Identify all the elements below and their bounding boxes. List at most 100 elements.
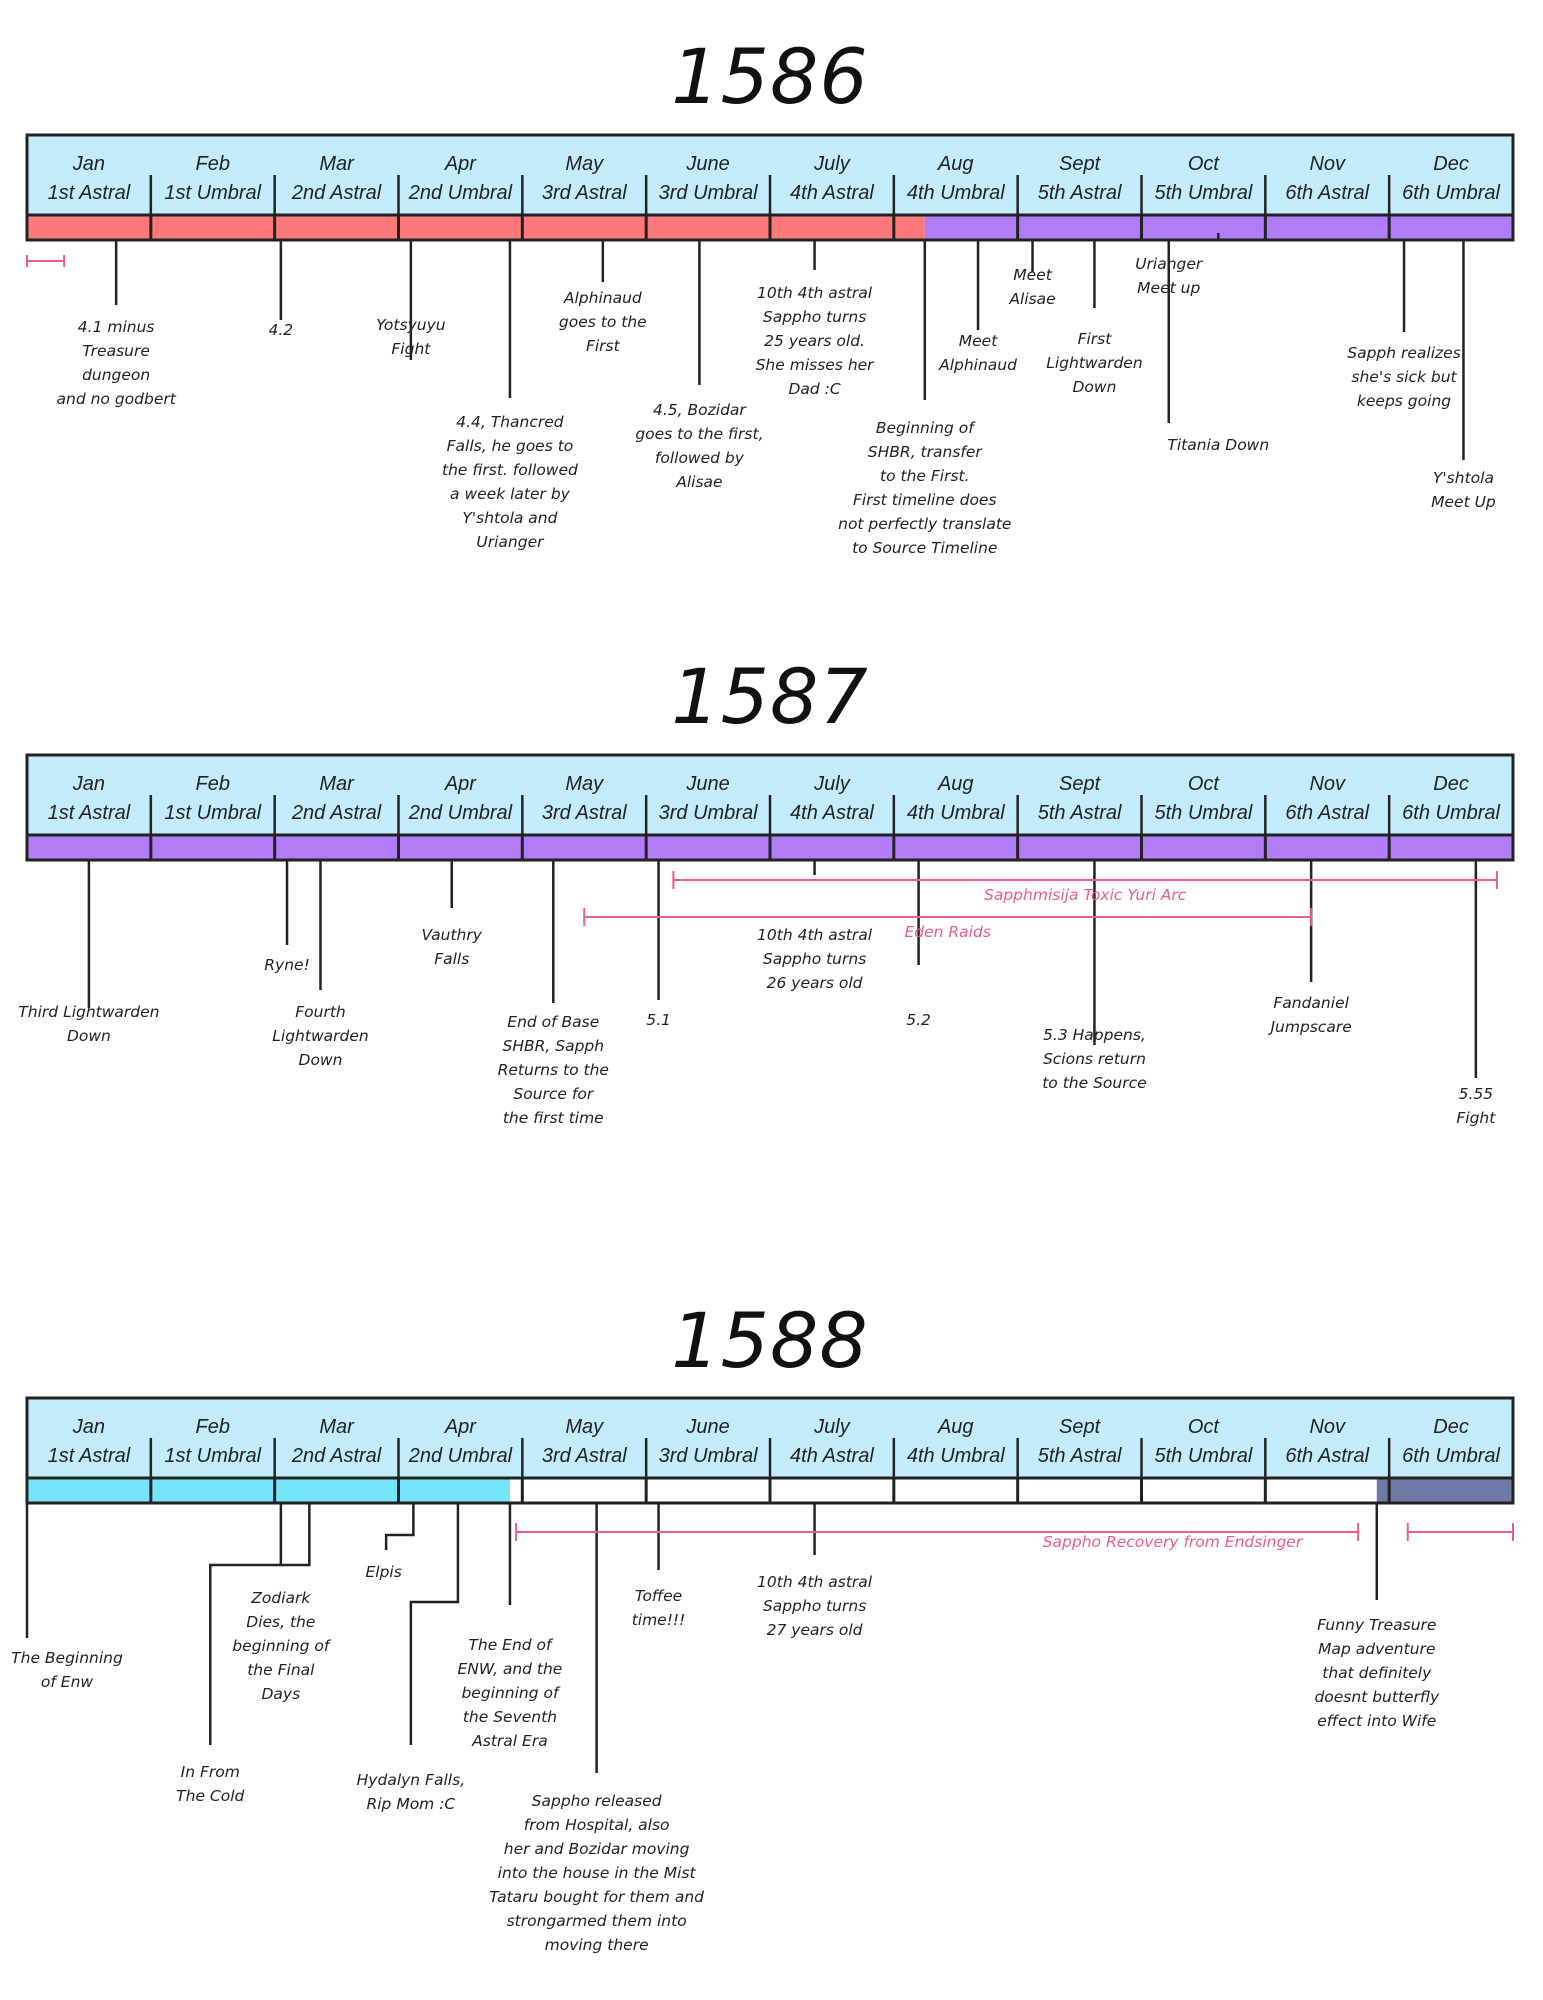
event-label: doesnt butterfly	[1314, 1688, 1440, 1706]
month-label: Nov	[1309, 773, 1346, 795]
era-label: 1st Umbral	[164, 1445, 261, 1467]
event-label: Fandaniel	[1273, 994, 1349, 1012]
month-label: Feb	[196, 1416, 230, 1438]
event-label: beginning of	[461, 1684, 561, 1702]
event-label: Meet	[959, 332, 998, 350]
event-label: Meet	[1013, 266, 1052, 284]
event-label: Jumpscare	[1267, 1018, 1351, 1036]
event-label: that definitely	[1322, 1664, 1432, 1682]
event-label: Dad :C	[788, 380, 840, 398]
event-connector	[384, 1503, 415, 1550]
event-label: First	[586, 337, 621, 355]
event-label: keeps going	[1357, 392, 1451, 410]
event-label: The Cold	[176, 1787, 244, 1805]
era-label: 1st Astral	[48, 182, 131, 204]
era-label: 4th Umbral	[907, 802, 1005, 824]
event-label: Lightwarden	[272, 1027, 368, 1045]
event-label: 27 years old	[767, 1621, 863, 1639]
event-label: Falls	[434, 950, 469, 968]
event-label: Down	[1072, 378, 1116, 396]
event-label: and no godbert	[57, 390, 177, 408]
era-label: 4th Astral	[790, 182, 874, 204]
month-label: Aug	[937, 1416, 974, 1438]
era-label: 6th Umbral	[1402, 182, 1500, 204]
event-label: strongarmed them into	[507, 1912, 687, 1930]
event-label: 4.1 minus	[78, 318, 155, 336]
era-label: 5th Umbral	[1155, 182, 1253, 204]
event-label: Dies, the	[246, 1613, 315, 1631]
era-label: 1st Astral	[48, 802, 131, 824]
month-label: Dec	[1433, 153, 1469, 175]
event-label: Sappho turns	[763, 950, 866, 968]
month-label: Oct	[1188, 153, 1221, 175]
event-label: Y'shtola	[1433, 469, 1494, 487]
event-label: Toffee	[635, 1587, 682, 1605]
month-label: Oct	[1188, 1416, 1221, 1438]
event-label: 4.5, Bozidar	[653, 401, 747, 419]
event-label: Down	[67, 1027, 111, 1045]
event-label: Alphinaud	[938, 356, 1017, 374]
event-label: to Source Timeline	[852, 539, 997, 557]
event-label: 10th 4th astral	[757, 1573, 873, 1591]
event-label: Elpis	[365, 1563, 401, 1581]
month-label: Jan	[72, 1416, 105, 1438]
month-label: June	[685, 153, 729, 175]
event-label: Hydalyn Falls,	[357, 1771, 465, 1789]
event-label: Alphinaud	[563, 289, 642, 307]
event-label: 4.4, Thancred	[456, 413, 564, 431]
event-label: First	[1078, 330, 1113, 348]
event-label: not perfectly translate	[838, 515, 1011, 533]
event-label: Days	[262, 1685, 301, 1703]
event-label: 5.3 Happens,	[1043, 1026, 1146, 1044]
event-label: Falls, he goes to	[447, 437, 574, 455]
month-label: July	[813, 1416, 851, 1438]
event-label: First timeline does	[853, 491, 997, 509]
event-label: into the house in the Mist	[498, 1864, 697, 1882]
event-label: 4.2	[269, 321, 294, 339]
month-label: Nov	[1309, 1416, 1346, 1438]
month-label: Oct	[1188, 773, 1221, 795]
year-title: 1587	[671, 652, 868, 741]
event-label: Treasure	[82, 342, 149, 360]
era-label: 2nd Astral	[291, 1445, 382, 1467]
month-label: Jan	[72, 153, 105, 175]
event-label: from Hospital, also	[524, 1816, 670, 1834]
month-label: Jan	[72, 773, 105, 795]
event-label: SHBR, Sapph	[502, 1037, 604, 1055]
event-label: Titania Down	[1167, 436, 1269, 454]
event-label: the first. followed	[442, 461, 578, 479]
month-label: Apr	[444, 773, 477, 795]
month-label: June	[685, 773, 729, 795]
event-label: Alisae	[1008, 290, 1055, 308]
event-label: to the First.	[880, 467, 970, 485]
event-label: Meet up	[1137, 279, 1200, 297]
era-fill-segment	[27, 215, 925, 240]
event-label: In From	[181, 1763, 240, 1781]
event-label: Scions return	[1043, 1050, 1146, 1068]
event-label: followed by	[655, 449, 745, 467]
event-label: beginning of	[232, 1637, 332, 1655]
era-label: 1st Astral	[48, 1445, 131, 1467]
event-label: her and Bozidar moving	[504, 1840, 690, 1858]
month-label: Aug	[937, 773, 974, 795]
era-label: 3rd Astral	[542, 1445, 627, 1467]
era-label: 2nd Umbral	[408, 182, 513, 204]
event-label: 10th 4th astral	[757, 926, 873, 944]
era-label: 5th Astral	[1038, 802, 1122, 824]
era-label: 2nd Umbral	[408, 1445, 513, 1467]
month-label: July	[813, 153, 851, 175]
month-label: Sept	[1059, 773, 1102, 795]
event-label: SHBR, transfer	[868, 443, 984, 461]
event-label: Beginning of	[876, 419, 976, 437]
month-label: Sept	[1059, 1416, 1102, 1438]
era-label: 2nd Astral	[291, 182, 382, 204]
range-label: Eden Raids	[904, 923, 990, 941]
event-label: she's sick but	[1351, 368, 1457, 386]
event-label: Meet Up	[1431, 493, 1496, 511]
month-label: Mar	[319, 153, 355, 175]
event-label: the Seventh	[463, 1708, 557, 1726]
era-label: 1st Umbral	[164, 802, 261, 824]
month-label: Feb	[196, 153, 230, 175]
event-connector	[409, 1503, 460, 1745]
